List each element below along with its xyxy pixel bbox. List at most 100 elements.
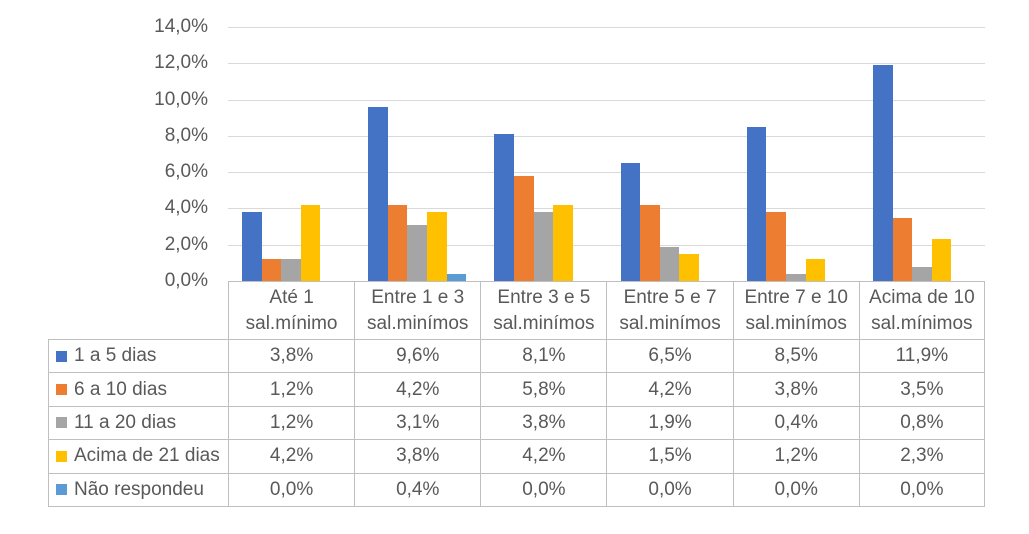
bar-acima-de-21-dias <box>427 212 447 281</box>
legend-swatch <box>56 384 67 396</box>
y-tick-label: 14,0% <box>154 16 208 37</box>
column-header-line2: sal.mínimo <box>245 312 338 334</box>
value-cell: 0,4% <box>732 406 859 441</box>
legend-label: 6 a 10 dias <box>74 378 167 400</box>
y-tick-label: 4,0% <box>164 197 208 219</box>
column-header-line2: sal.minímos <box>493 312 595 334</box>
value-cell: 3,8% <box>732 373 859 407</box>
value-cell: 0,0% <box>858 473 985 507</box>
legend-item: 6 a 10 dias <box>48 373 228 407</box>
column-header: Entre 1 e 3 sal.minímos <box>354 281 481 340</box>
column-header-line1: Entre 3 e 5 <box>497 287 591 309</box>
bar-11-a-20-dias <box>785 273 806 281</box>
bar-1-a-5-dias <box>242 212 262 281</box>
value-cell: 9,6% <box>354 340 481 374</box>
value-cell: 0,0% <box>480 473 607 507</box>
bar-11-a-20-dias <box>281 259 301 281</box>
value-cell: 0,0% <box>228 473 355 507</box>
value-cell: 1,2% <box>228 373 355 407</box>
legend-item: Acima de 21 dias <box>48 440 228 474</box>
value-cell: 3,8% <box>354 440 481 474</box>
value-cell: 4,2% <box>606 373 733 407</box>
bar-group <box>733 27 859 281</box>
value-cell: 0,8% <box>858 406 985 441</box>
column-header: Entre 5 e 7 sal.minímos <box>606 281 733 340</box>
value-cell: 3,5% <box>858 373 985 407</box>
legend-label: Não respondeu <box>74 478 204 500</box>
legend-label: 1 a 5 dias <box>74 345 157 367</box>
gridline <box>228 99 985 101</box>
bar-6-a-10-dias <box>892 217 913 281</box>
bar-1-a-5-dias <box>494 134 515 281</box>
y-tick-label: 8,0% <box>164 124 208 146</box>
value-cell: 1,2% <box>228 406 355 441</box>
y-tick-label: 0,0% <box>164 270 208 291</box>
column-header: Até 1 sal.mínimo <box>228 281 355 340</box>
bar-6-a-10-dias <box>514 175 534 281</box>
bar-group <box>859 27 985 281</box>
value-cell: 4,2% <box>354 373 481 407</box>
gridline <box>228 172 985 174</box>
gridline <box>228 244 985 246</box>
value-cell: 8,5% <box>732 340 859 374</box>
legend-swatch <box>56 484 67 496</box>
value-cell: 0,0% <box>606 473 733 507</box>
value-cell: 5,8% <box>480 373 607 407</box>
gridline <box>228 135 985 137</box>
plot-area <box>228 27 985 281</box>
gridline <box>228 27 985 28</box>
legend-item: Não respondeu <box>48 473 228 507</box>
bar-11-a-20-dias <box>912 266 932 281</box>
bar-acima-de-21-dias <box>931 239 952 281</box>
value-cell: 6,5% <box>606 340 733 374</box>
table-corner-cell <box>48 281 228 340</box>
bar-1-a-5-dias <box>872 65 893 281</box>
gridline <box>228 63 985 65</box>
bar-11-a-20-dias <box>407 224 428 281</box>
value-cell: 0,4% <box>354 473 481 507</box>
value-cell: 2,3% <box>858 440 985 474</box>
gridline <box>228 208 985 210</box>
column-header-line2: sal.minímos <box>367 312 469 334</box>
column-header-line1: Entre 1 e 3 <box>371 287 465 309</box>
bar-acima-de-21-dias <box>679 253 699 281</box>
y-tick-label: 10,0% <box>154 88 208 110</box>
bar-1-a-5-dias <box>746 126 767 281</box>
value-cell: 4,2% <box>228 440 355 474</box>
value-cell: 8,1% <box>480 340 607 374</box>
value-cell: 1,9% <box>606 406 733 441</box>
legend-swatch <box>56 417 67 429</box>
bar-group <box>354 27 480 281</box>
column-header: Entre 3 e 5 sal.minímos <box>480 281 607 340</box>
value-cell: 0,0% <box>732 473 859 507</box>
bar-acima-de-21-dias <box>805 259 826 281</box>
column-header-line1: Entre 5 e 7 <box>623 287 717 309</box>
column-header: Acima de 10 sal.mínimos <box>858 281 985 340</box>
bar-11-a-20-dias <box>533 212 554 281</box>
column-header-line2: sal.minímos <box>745 312 847 334</box>
value-cell: 3,8% <box>228 340 355 374</box>
bar-group <box>480 27 606 281</box>
value-cell: 4,2% <box>480 440 607 474</box>
y-tick-label: 2,0% <box>164 233 208 255</box>
legend-label: Acima de 21 dias <box>74 445 220 467</box>
bar-acima-de-21-dias <box>300 204 321 281</box>
y-axis-labels: 0,0% 2,0% 4,0% 6,0% 8,0% 10,0% 12,0% 14,0% <box>0 16 208 291</box>
legend-swatch <box>56 450 67 462</box>
bar-group <box>607 27 733 281</box>
bar-1-a-5-dias <box>620 163 641 281</box>
bar-não-respondeu <box>446 273 467 281</box>
value-cell: 1,2% <box>732 440 859 474</box>
legend-item: 11 a 20 dias <box>48 406 228 441</box>
column-header-line1: Entre 7 e 10 <box>744 287 848 309</box>
legend-label: 11 a 20 dias <box>74 411 177 433</box>
bar-6-a-10-dias <box>766 212 786 281</box>
legend-item: 1 a 5 dias <box>48 340 228 374</box>
bar-6-a-10-dias <box>387 204 408 281</box>
value-cell: 11,9% <box>858 340 985 374</box>
value-cell: 3,8% <box>480 406 607 441</box>
column-header-line2: sal.mínimos <box>871 312 973 334</box>
column-header-line1: Acima de 10 <box>869 287 975 309</box>
value-cell: 3,1% <box>354 406 481 441</box>
